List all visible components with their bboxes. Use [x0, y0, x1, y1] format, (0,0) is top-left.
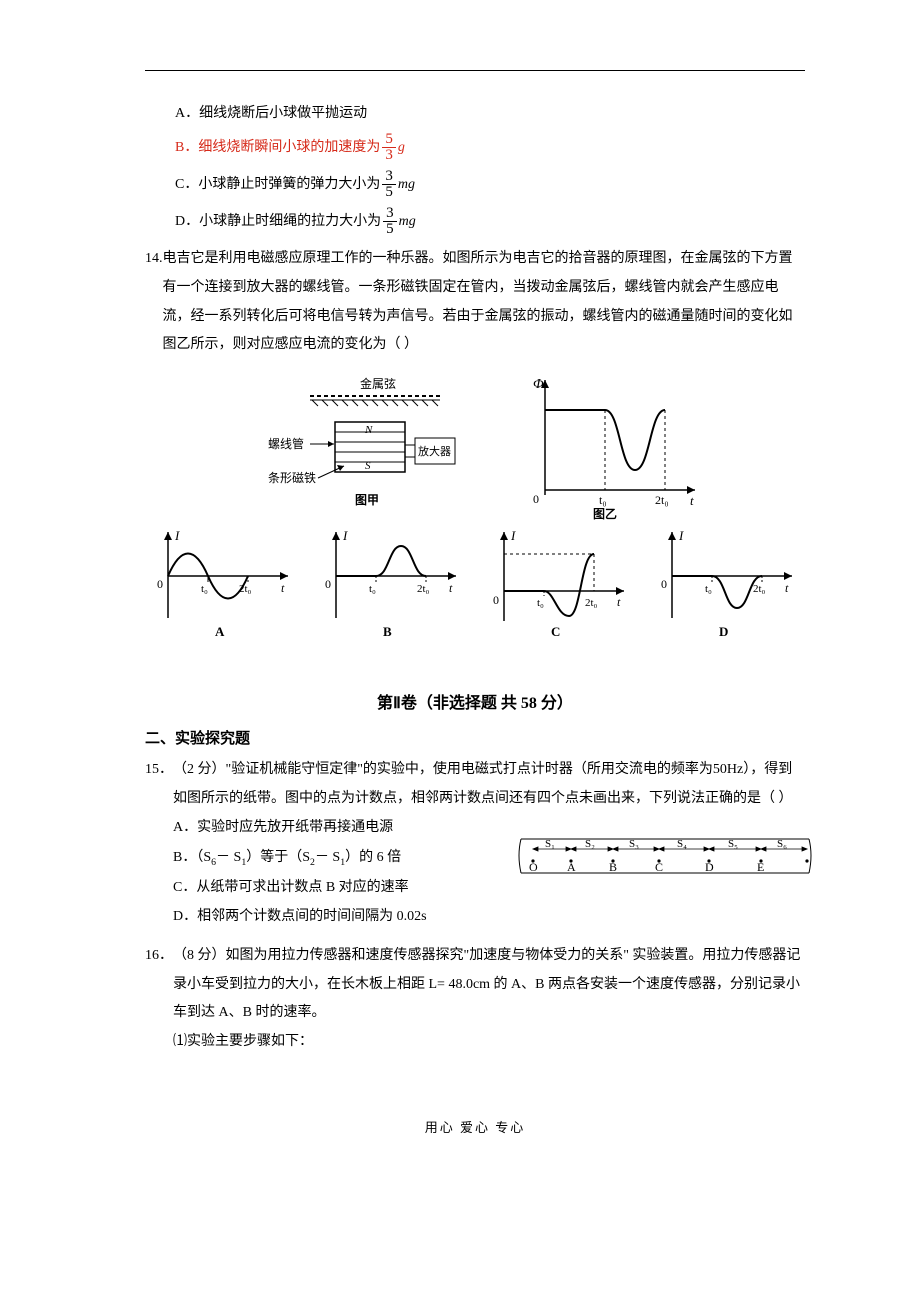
q13-a-text: 细线烧断后小球做平抛运动	[199, 101, 367, 126]
q15-opt-d: D．相邻两个计数点间的时间间隔为 0.02s	[173, 902, 805, 931]
svg-text:S₅: S₅	[728, 838, 738, 850]
q13-b-label: B．	[175, 135, 198, 160]
svg-text:t: t	[785, 581, 789, 595]
svg-text:C: C	[655, 860, 663, 874]
svg-text:t₀: t₀	[201, 583, 208, 595]
axis-t: t	[281, 581, 285, 595]
svg-text:0: 0	[533, 492, 539, 506]
phi-t1: t₀	[599, 493, 607, 507]
label-N: N	[364, 424, 373, 436]
choice-b-svg: I t 0 t₀ 2t₀ B	[321, 526, 461, 641]
q13-a-label: A．	[175, 101, 199, 126]
q16-lead: 16．	[145, 942, 173, 1028]
choice-d-svg: I t 0 t₀ 2t₀ D	[657, 526, 797, 641]
frac-den: 5	[382, 184, 396, 200]
svg-text:S₁: S₁	[545, 838, 555, 850]
q15-stem: （2 分）"验证机械能守恒定律"的实验中，使用电磁式打点计时器（所用交流电的频率…	[173, 756, 805, 813]
svg-text:0: 0	[493, 593, 499, 607]
q13-option-d: D． 小球静止时细绳的拉力大小为 3 5 mg	[175, 206, 805, 237]
svg-text:D: D	[705, 860, 714, 874]
svg-text:E: E	[757, 860, 764, 874]
q13-c-label: C．	[175, 172, 198, 197]
choice-a-svg: I t 0 t₀ 2t₀ A	[153, 526, 293, 641]
tape-diagram: S₁ S₂ S₃ S₄ S₅ S₆ O A B C D E	[515, 835, 815, 889]
phi-x-axis: t	[690, 493, 694, 508]
page-footer: 用心 爱心 专心	[145, 1117, 805, 1136]
svg-text:t₀: t₀	[369, 583, 376, 595]
q15-lead: 15．	[145, 756, 173, 813]
q14-choice-graphs: I t 0 t₀ 2t₀ A I t 0	[145, 526, 805, 641]
q13-c-fraction: 3 5	[382, 169, 396, 200]
q16-stem: （8 分）如图为用拉力传感器和速度传感器探究"加速度与物体受力的关系" 实验装置…	[173, 942, 805, 1028]
svg-text:I: I	[678, 528, 684, 543]
q13-d-tail: mg	[399, 209, 416, 234]
q13-b-tail: g	[398, 135, 405, 160]
q13-d-label: D．	[175, 209, 199, 234]
choice-a-label: A	[215, 624, 225, 639]
section-2-title: 第Ⅱ卷（非选择题 共 58 分）	[145, 689, 805, 713]
frac-num: 3	[383, 206, 397, 221]
svg-text:I: I	[510, 528, 516, 543]
svg-text:2t₀: 2t₀	[417, 583, 430, 595]
q13-c-tail: mg	[398, 172, 415, 197]
q14-stem: 电吉它是利用电磁感应原理工作的一种乐器。如图所示为电吉它的拾音器的原理图，在金属…	[163, 245, 806, 360]
frac-num: 3	[382, 169, 396, 184]
svg-text:S₄: S₄	[677, 838, 687, 850]
label-S: S	[365, 460, 371, 472]
svg-text:0: 0	[661, 577, 667, 591]
q13-d-fraction: 3 5	[383, 206, 397, 237]
svg-text:t: t	[449, 581, 453, 595]
svg-text:t₀: t₀	[537, 597, 544, 609]
q13-option-a: A． 细线烧断后小球做平抛运动	[175, 101, 805, 126]
choice-d-label: D	[719, 624, 728, 639]
phi-t2: 2t₀	[655, 493, 669, 507]
frac-den: 3	[382, 147, 396, 163]
choice-c-svg: I t 0 t₀ 2t₀ C	[489, 526, 629, 641]
q15-options: A．实验时应先放开纸带再接通电源 B．（S6－ S1）等于（S2－ S1）的 6…	[173, 813, 805, 932]
page-top-rule	[145, 70, 805, 71]
axis-I: I	[174, 528, 180, 543]
svg-text:0: 0	[325, 577, 331, 591]
frac-num: 5	[382, 132, 396, 147]
caption-jia: 图甲	[355, 493, 379, 507]
q15: 15． （2 分）"验证机械能守恒定律"的实验中，使用电磁式打点计时器（所用交流…	[145, 756, 805, 932]
svg-text:O: O	[529, 860, 538, 874]
svg-text:2t₀: 2t₀	[585, 597, 598, 609]
svg-text:2t₀: 2t₀	[753, 583, 766, 595]
label-coil: 螺线管	[268, 436, 304, 451]
caption-yi: 图乙	[593, 507, 617, 520]
q13-option-c: C． 小球静止时弹簧的弹力大小为 3 5 mg	[175, 169, 805, 200]
svg-text:B: B	[609, 860, 617, 874]
q13-c-text: 小球静止时弹簧的弹力大小为	[198, 172, 380, 197]
q14-top-diagrams: 金属弦	[145, 370, 805, 520]
q13-d-text: 小球静止时细绳的拉力大小为	[199, 209, 381, 234]
svg-text:S₆: S₆	[777, 838, 787, 850]
q14: 14. 电吉它是利用电磁感应原理工作的一种乐器。如图所示为电吉它的拾音器的原理图…	[145, 245, 805, 641]
phi-y-axis: Φ	[533, 377, 544, 392]
label-amp: 放大器	[418, 444, 451, 458]
q13-b-fraction: 5 3	[382, 132, 396, 163]
svg-text:2t₀: 2t₀	[239, 583, 252, 595]
svg-text:S₂: S₂	[585, 838, 595, 850]
q16: 16． （8 分）如图为用拉力传感器和速度传感器探究"加速度与物体受力的关系" …	[145, 942, 805, 1057]
frac-den: 5	[383, 221, 397, 237]
svg-text:I: I	[342, 528, 348, 543]
q14-lead: 14.	[145, 245, 163, 360]
q16-step1: ⑴实验主要步骤如下：	[173, 1028, 805, 1057]
svg-text:t: t	[617, 595, 621, 609]
choice-b-label: B	[383, 624, 392, 639]
svg-text:A: A	[567, 860, 576, 874]
q13-option-b: B． 细线烧断瞬间小球的加速度为 5 3 g	[175, 132, 805, 163]
q13-b-text: 细线烧断瞬间小球的加速度为	[198, 135, 380, 160]
label-magnet: 条形磁铁	[268, 470, 316, 485]
label-string: 金属弦	[360, 376, 396, 391]
q14-apparatus-and-phi-svg: 金属弦	[240, 370, 710, 520]
choice-c-label: C	[551, 624, 560, 639]
svg-text:S₃: S₃	[629, 838, 639, 850]
svg-text:t₀: t₀	[705, 583, 712, 595]
svg-text:0: 0	[157, 577, 163, 591]
subhead-experiment: 二、实验探究题	[145, 727, 805, 748]
